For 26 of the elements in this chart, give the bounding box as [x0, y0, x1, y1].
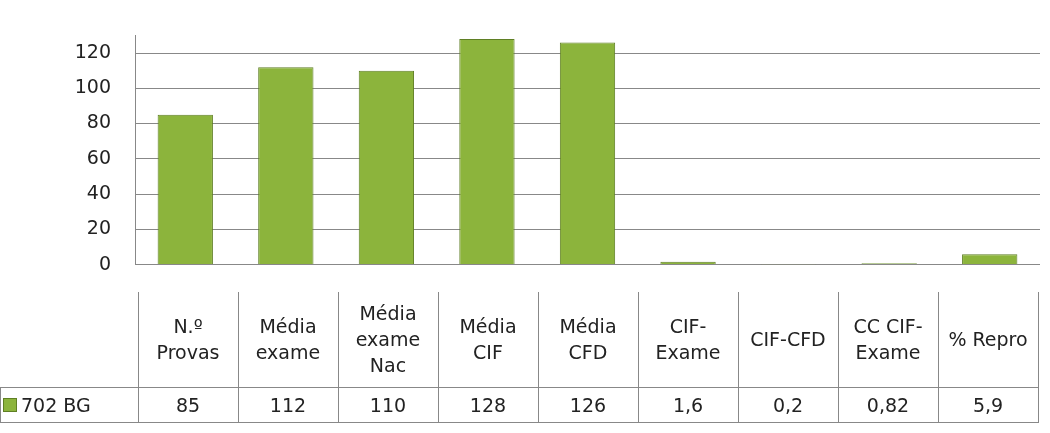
x-tick-label: CC CIF-Exame	[852, 314, 924, 366]
x-tick-label: CIF-Exame	[654, 314, 722, 366]
data-label: 112	[238, 387, 338, 422]
y-tick-label: 100	[74, 75, 111, 98]
x-tick-label: N.º Provas	[155, 314, 221, 366]
x-tick-label: Média CFD	[558, 314, 618, 366]
y-tick-label: 0	[98, 251, 111, 274]
y-tick-label: 80	[86, 110, 111, 133]
y-tick-label: 60	[86, 145, 111, 168]
data-label: 5,9	[938, 387, 1038, 422]
data-label: 110	[338, 387, 438, 422]
x-tick-label: CIF-CFD	[750, 327, 826, 353]
data-label: 1,6	[638, 387, 738, 422]
data-label: 128	[438, 387, 538, 422]
data-label: 0,2	[738, 387, 838, 422]
x-tick-label: % Repro	[948, 327, 1028, 353]
y-tick-label: 40	[86, 181, 111, 204]
data-label: 126	[538, 387, 638, 422]
y-tick-label: 20	[86, 216, 111, 239]
x-tick-label: Média exame	[254, 314, 322, 366]
x-tick-label: Média exame Nac	[354, 301, 422, 379]
data-label: 0,82	[838, 387, 938, 422]
data-label: 85	[138, 387, 238, 422]
y-tick-label: 120	[74, 39, 111, 62]
legend-label: 702 BG	[20, 393, 91, 416]
x-tick-label: Média CIF	[458, 314, 518, 366]
